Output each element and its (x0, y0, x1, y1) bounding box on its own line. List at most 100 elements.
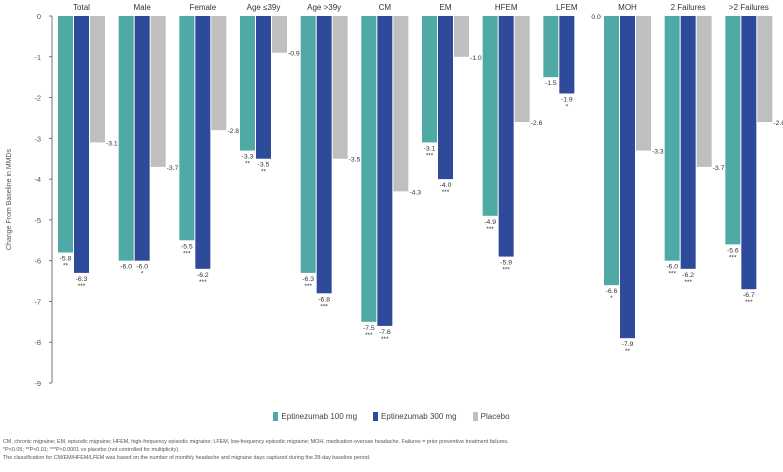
data-label: -4.0 (440, 182, 452, 189)
significance-marker: * (610, 295, 613, 302)
data-label: -1.0 (470, 55, 482, 62)
data-label: -6.2 (682, 272, 694, 279)
data-label: -5.5 (181, 243, 193, 250)
significance-marker: *** (729, 254, 737, 261)
significance-marker: *** (442, 189, 450, 196)
y-tick-label: -9 (34, 379, 41, 388)
data-label: -6.7 (743, 292, 755, 299)
bar (482, 16, 498, 216)
bar (272, 16, 287, 53)
bar (134, 16, 150, 261)
significance-marker: ** (245, 161, 251, 168)
significance-marker: *** (365, 332, 373, 339)
bar (256, 16, 271, 159)
bar (664, 16, 680, 261)
data-label: 0.0 (591, 14, 601, 21)
significance-marker: ** (63, 263, 69, 270)
data-label: -3.5 (349, 157, 361, 164)
data-label: -7.5 (363, 325, 375, 332)
bar (454, 16, 469, 57)
bar (90, 16, 105, 143)
category-label: 2 Failures (671, 3, 706, 12)
legend-label-epti-300: Eptinezumab 300 mg (381, 412, 457, 421)
bar (74, 16, 89, 273)
y-tick-label: -3 (34, 134, 41, 143)
category-label: LFEM (556, 3, 578, 12)
category-label: CM (379, 3, 392, 12)
data-label: -1.5 (545, 80, 557, 87)
bar (118, 16, 134, 261)
bar (680, 16, 696, 269)
data-label: -7.9 (622, 341, 634, 348)
data-label: -6.3 (302, 276, 314, 283)
category-label: EM (440, 3, 452, 12)
data-label: -3.7 (713, 165, 725, 172)
data-label: -6.6 (606, 288, 618, 295)
y-axis-title: Change From Baseline in MMDs (6, 148, 13, 250)
significance-marker: *** (745, 299, 753, 306)
data-label: -3.1 (106, 140, 118, 147)
significance-marker: * (566, 103, 569, 110)
data-label: -6.2 (197, 272, 209, 279)
bar (636, 16, 651, 151)
legend-label-epti-100: Eptinezumab 100 mg (281, 412, 358, 421)
footnotes: CM, chronic migraine; EM, episodic migra… (3, 438, 783, 462)
data-label: -6.0 (120, 264, 132, 271)
y-tick-label: -2 (34, 94, 41, 103)
bar (725, 16, 741, 245)
data-label: -5.6 (727, 247, 739, 254)
category-label: Age ≤39y (247, 3, 281, 12)
data-label: -5.9 (500, 260, 512, 267)
category-label: >2 Failures (729, 3, 769, 12)
footnote-significance: *P<0.05; **P<0.01; ***P<0.0001 vs placeb… (3, 447, 180, 453)
significance-marker: *** (684, 279, 692, 286)
bar (498, 16, 514, 257)
data-label: -3.3 (652, 149, 664, 156)
data-label: -7.6 (379, 329, 391, 336)
data-label: -2.6 (773, 120, 783, 127)
significance-marker: *** (78, 283, 86, 290)
data-label: -3.7 (167, 165, 179, 172)
data-label: -3.1 (424, 145, 436, 152)
data-label: -6.0 (666, 264, 678, 271)
bar (377, 16, 393, 326)
category-label: Total (73, 3, 90, 12)
legend-item-epti-100: Eptinezumab 100 mg (273, 412, 357, 421)
category-label: MOH (618, 3, 637, 12)
legend-swatch-epti-100 (273, 412, 279, 421)
y-tick-label: -7 (34, 297, 41, 306)
legend-item-epti-300: Eptinezumab 300 mg (373, 412, 457, 421)
y-tick-label: -6 (34, 257, 41, 266)
legend-swatch-epti-300 (373, 412, 379, 421)
bar (696, 16, 712, 167)
bar (195, 16, 211, 269)
y-tick-label: 0 (37, 12, 41, 21)
bar (741, 16, 757, 290)
significance-marker: ** (625, 348, 631, 355)
bar (240, 16, 255, 151)
significance-marker: *** (381, 336, 389, 343)
chart-legend: Eptinezumab 100 mg Eptinezumab 300 mg Pl… (0, 412, 783, 421)
data-label: -5.8 (60, 256, 72, 263)
significance-marker: *** (183, 250, 191, 257)
significance-marker: ** (261, 169, 267, 176)
bar (316, 16, 332, 294)
data-label: -4.9 (484, 219, 496, 226)
y-tick-label: -5 (34, 216, 41, 225)
data-label: -3.3 (242, 154, 254, 161)
significance-marker: *** (426, 152, 434, 159)
data-label: -1.9 (561, 96, 573, 103)
significance-marker: *** (668, 271, 676, 278)
footnote-classification: The classification for CM/EM/HFEM/LFEM w… (3, 455, 371, 461)
data-label: -2.6 (531, 120, 543, 127)
footnote-abbreviations: CM, chronic migraine; EM, episodic migra… (3, 439, 509, 445)
significance-marker: *** (199, 279, 207, 286)
data-label: -0.9 (288, 51, 300, 58)
category-label: HFEM (495, 3, 518, 12)
category-label: Female (189, 3, 216, 12)
data-label: -6.3 (76, 276, 88, 283)
significance-marker: *** (304, 283, 312, 290)
bar (422, 16, 437, 143)
significance-marker: * (141, 271, 144, 278)
legend-label-placebo: Placebo (480, 412, 510, 421)
